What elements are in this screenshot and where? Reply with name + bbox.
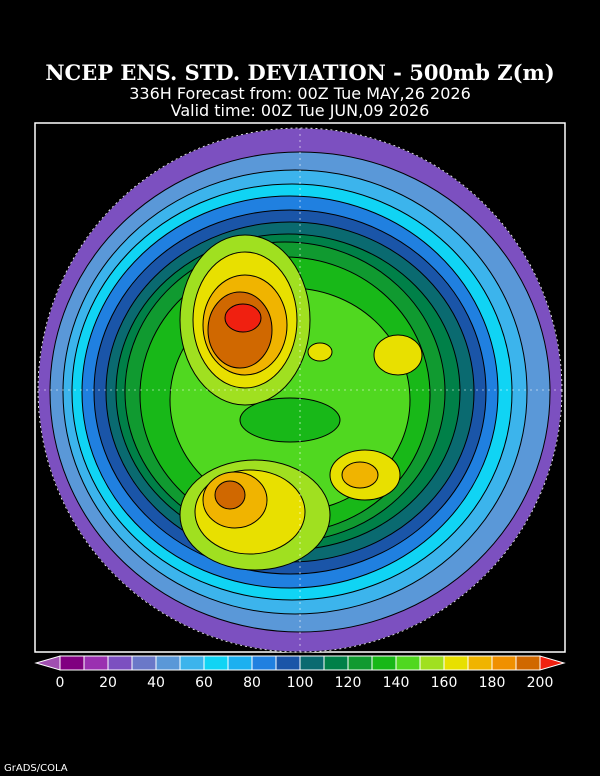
colorbar-swatch (419, 655, 445, 671)
colorbar-swatch (203, 655, 229, 671)
colorbar-swatch (491, 655, 517, 671)
colorbar-label: 60 (195, 675, 213, 691)
colorbar: 0 20 40 60 80 100 120 140 160 180 200 (34, 655, 566, 691)
colorbar-swatch (155, 655, 181, 671)
colorbar-label: 120 (335, 675, 362, 691)
footer: GrADS/COLA (4, 763, 68, 774)
colorbar-over (539, 655, 566, 671)
colorbar-swatch (83, 655, 109, 671)
forecast-time: 336H Forecast from: 00Z Tue MAY,26 2026 (129, 84, 471, 103)
contour-band (224, 303, 262, 333)
colorbar-swatch (371, 655, 397, 671)
colorbar-swatch (251, 655, 277, 671)
colorbar-label: 40 (147, 675, 165, 691)
colorbar-swatch (275, 655, 301, 671)
colorbar-swatch (179, 655, 205, 671)
valid-time: Valid time: 00Z Tue JUN,09 2026 (171, 101, 430, 120)
colorbar-swatch (515, 655, 541, 671)
contour-band (214, 480, 246, 510)
colorbar-label: 0 (56, 675, 65, 691)
colorbar-swatch (467, 655, 493, 671)
colorbar-swatch (299, 655, 325, 671)
contour-band (373, 334, 423, 376)
colorbar-swatch (131, 655, 157, 671)
polar-map (37, 127, 563, 653)
colorbar-swatch (395, 655, 421, 671)
colorbar-label: 200 (527, 675, 554, 691)
colorbar-label: 160 (431, 675, 458, 691)
title: NCEP ENS. STD. DEVIATION - 500mb Z(m) (45, 60, 554, 85)
colorbar-swatch (59, 655, 85, 671)
colorbar-label: 20 (99, 675, 117, 691)
colorbar-label: 140 (383, 675, 410, 691)
colorbar-under (34, 655, 61, 671)
colorbar-swatch (107, 655, 133, 671)
colorbar-swatch (443, 655, 469, 671)
contour-band (239, 397, 341, 443)
colorbar-label: 100 (287, 675, 314, 691)
contour-band (341, 461, 379, 489)
colorbar-label: 180 (479, 675, 506, 691)
colorbar-swatch (323, 655, 349, 671)
colorbar-swatch (227, 655, 253, 671)
colorbar-swatch (347, 655, 373, 671)
contour-band (307, 342, 333, 362)
colorbar-label: 80 (243, 675, 261, 691)
